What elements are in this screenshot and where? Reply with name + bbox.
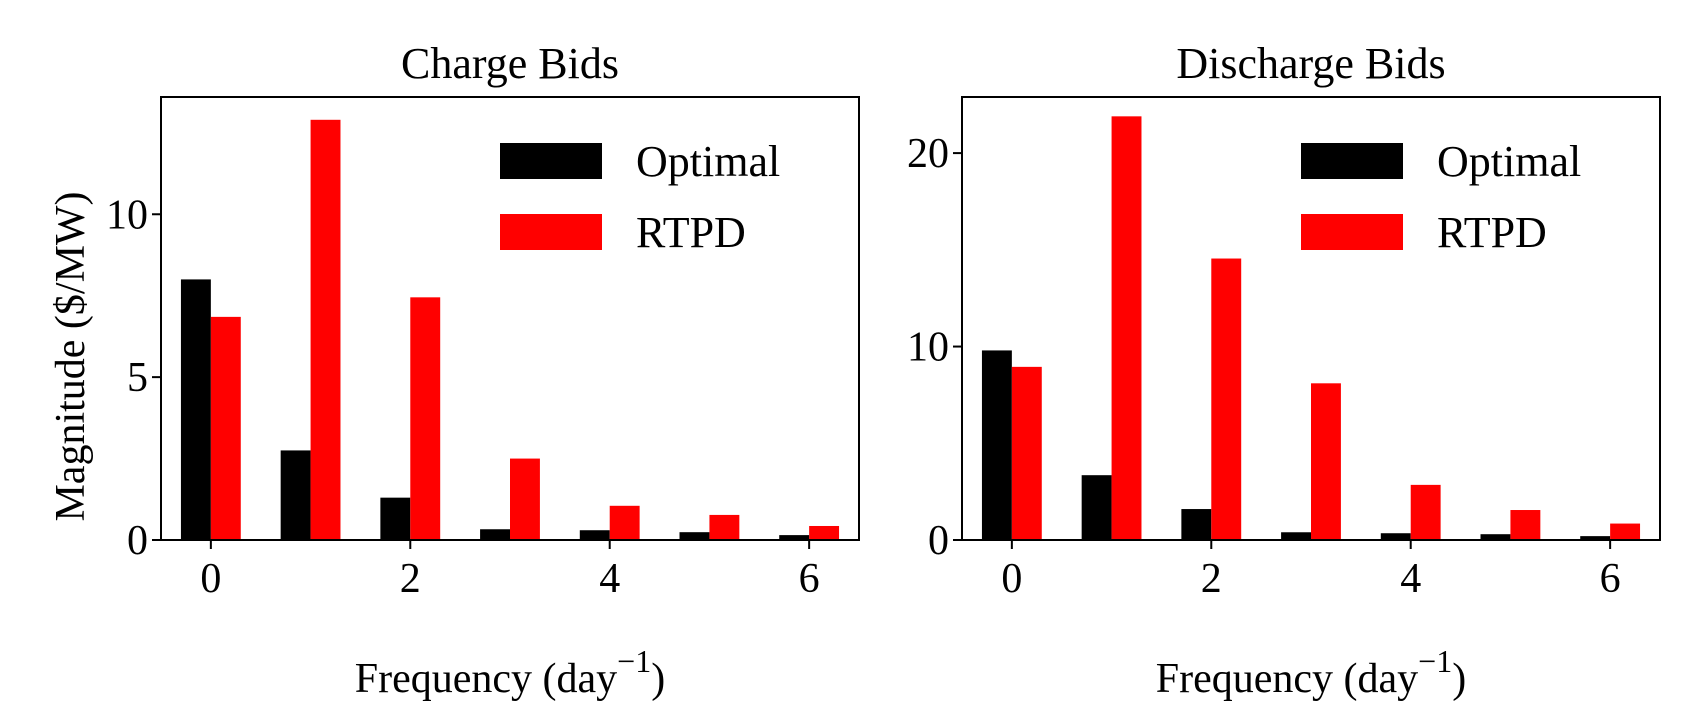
bar-rtpd-4: [1410, 484, 1441, 540]
chart-title: Discharge Bids: [1176, 39, 1445, 88]
legend-swatch-rtpd: [500, 214, 602, 250]
x-tick-label: 2: [400, 556, 421, 602]
bar-optimal-3: [1281, 532, 1311, 540]
legend-label-rtpd: RTPD: [636, 208, 746, 257]
bar-optimal-6: [1580, 536, 1611, 540]
legend-label-rtpd: RTPD: [1437, 208, 1547, 257]
bar-rtpd-6: [1610, 523, 1641, 540]
legend-swatch-optimal: [1301, 143, 1403, 179]
bar-optimal-2: [380, 497, 411, 540]
x-axis-label: Frequency (day−1): [1156, 643, 1466, 702]
bar-optimal-6: [779, 535, 810, 540]
x-tick-label: 4: [599, 556, 620, 602]
plot-frame: [961, 96, 1661, 541]
bar-optimal-0: [180, 279, 211, 540]
plot-frame: [160, 96, 860, 541]
chart-panel-1: 0 2 4 6 0 5 10 Charge Bids Frequency (day−1) Magn…: [48, 39, 860, 702]
bar-rtpd-2: [1211, 258, 1242, 540]
y-tick-label: 0: [928, 518, 949, 564]
bar-optimal-5: [679, 532, 710, 540]
legend-label-optimal: Optimal: [636, 137, 780, 186]
bar-rtpd-1: [1111, 116, 1142, 540]
x-tick-label: 6: [799, 556, 820, 602]
chart-panel-2: 0 2 4 6 0 10 20 Discharge Bids Frequency (day−1)…: [907, 39, 1661, 702]
y-axis-label: Magnitude ($/MW): [48, 191, 94, 521]
bar-rtpd-3: [510, 458, 540, 540]
x-tick-label: 6: [1600, 556, 1621, 602]
bar-rtpd-1: [310, 119, 341, 541]
bar-optimal-5: [1480, 534, 1511, 540]
x-tick-label: 0: [200, 556, 221, 602]
x-tick-label: 2: [1201, 556, 1222, 602]
bar-rtpd-4: [609, 505, 640, 540]
y-tick-label: 10: [106, 192, 148, 238]
x-tick-label: 4: [1400, 556, 1421, 602]
y-tick-label: 10: [907, 325, 949, 371]
y-tick-label: 20: [907, 131, 949, 177]
y-tick-label: 0: [127, 518, 148, 564]
bar-rtpd-5: [1510, 510, 1541, 540]
bar-rtpd-0: [1011, 366, 1042, 540]
x-axis-label: Frequency (day−1): [355, 643, 665, 702]
y-tick-label: 5: [127, 355, 148, 401]
legend-swatch-rtpd: [1301, 214, 1403, 250]
bar-optimal-4: [1380, 533, 1411, 540]
bar-optimal-1: [280, 450, 311, 540]
bar-rtpd-2: [410, 297, 441, 540]
bar-optimal-1: [1081, 475, 1112, 540]
legend-swatch-optimal: [500, 143, 602, 179]
x-tick-label: 0: [1001, 556, 1022, 602]
bar-optimal-4: [579, 530, 610, 540]
legend-label-optimal: Optimal: [1437, 137, 1581, 186]
bar-rtpd-6: [809, 525, 840, 540]
bar-optimal-2: [1181, 509, 1212, 540]
chart-title: Charge Bids: [401, 39, 619, 88]
bar-optimal-0: [981, 350, 1012, 540]
bar-rtpd-0: [210, 316, 241, 540]
bar-rtpd-3: [1311, 383, 1341, 540]
bar-optimal-3: [480, 529, 510, 540]
bar-rtpd-5: [709, 514, 740, 540]
